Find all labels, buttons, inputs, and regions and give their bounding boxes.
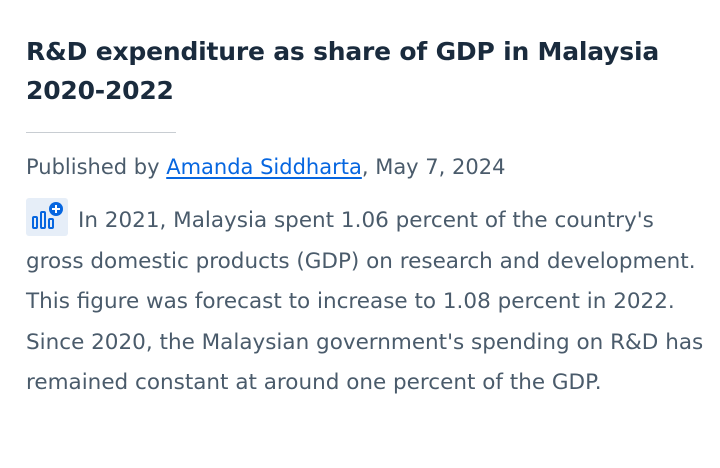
title-line-1: R&D expenditure as share of GDP in Malay… xyxy=(26,37,659,66)
author-link[interactable]: Amanda Siddharta xyxy=(166,155,362,179)
published-prefix: Published by xyxy=(26,155,167,179)
title-divider xyxy=(26,132,176,133)
description-text: In 2021, Malaysia spent 1.06 percent of … xyxy=(26,208,704,395)
publish-date: , May 7, 2024 xyxy=(361,155,506,179)
page-title: R&D expenditure as share of GDP in Malay… xyxy=(26,32,696,110)
byline: Published by Amanda Siddharta, May 7, 20… xyxy=(26,152,696,182)
statistic-chart-plus-icon xyxy=(26,198,68,236)
article-header: R&D expenditure as share of GDP in Malay… xyxy=(26,32,703,404)
statistic-description: In 2021, Malaysia spent 1.06 percent of … xyxy=(26,198,706,404)
title-line-2: 2020-2022 xyxy=(26,76,174,105)
